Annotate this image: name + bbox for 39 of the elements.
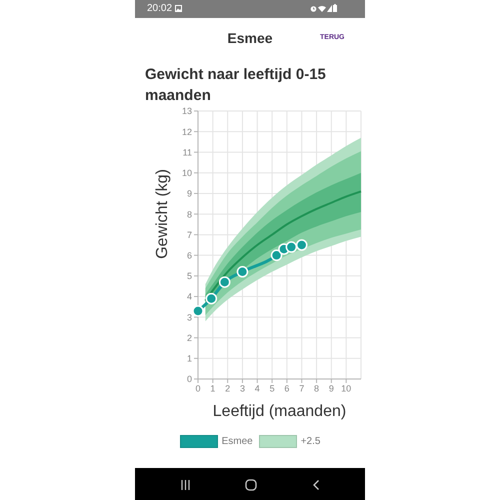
y-tick-label: 6 bbox=[186, 250, 192, 261]
y-tick-label: 5 bbox=[186, 271, 192, 282]
y-tick-label: 8 bbox=[186, 209, 192, 220]
x-axis-title: Leeftijd (maanden) bbox=[212, 403, 348, 421]
y-tick-label: 7 bbox=[186, 230, 192, 240]
text: 20:02 bbox=[147, 3, 172, 15]
legend-label: +2.5 bbox=[300, 436, 320, 448]
chart-title: Gewicht naar leeftijd 0-15 maanden bbox=[145, 65, 327, 106]
point bbox=[286, 241, 298, 253]
point bbox=[296, 239, 308, 251]
y-tick-label: 9 bbox=[186, 188, 192, 199]
point bbox=[206, 292, 218, 304]
x-tick-label: 3 bbox=[240, 383, 245, 394]
y-tick-label: 4 bbox=[186, 292, 192, 302]
x-tick-label: 2 bbox=[225, 383, 230, 394]
x-tick-label: 5 bbox=[270, 383, 275, 394]
x-tick-label: 9 bbox=[328, 383, 334, 394]
y-tick-label: 1 bbox=[186, 354, 192, 364]
point bbox=[236, 266, 248, 278]
text: Esmee bbox=[227, 30, 273, 46]
y-tick-label: 10 bbox=[182, 168, 192, 178]
y-tick-label: 2 bbox=[186, 332, 192, 343]
x-tick-label: 0 bbox=[195, 383, 201, 394]
y-tick-label: 12 bbox=[182, 126, 192, 137]
x-tick-label: 8 bbox=[314, 383, 320, 394]
x-tick-label: 6 bbox=[284, 383, 290, 394]
x-tick-label: 7 bbox=[299, 383, 304, 394]
y-tick-label: 0 bbox=[186, 374, 192, 384]
x-tick-label: 4 bbox=[254, 383, 260, 394]
y-tick-label: 11 bbox=[182, 147, 192, 158]
y-tick-label: 13 bbox=[182, 106, 192, 116]
y-axis-title: Gewicht (kg) bbox=[154, 169, 172, 259]
point bbox=[218, 276, 230, 288]
point bbox=[270, 250, 282, 262]
legend-label: Esmee bbox=[222, 436, 253, 448]
point bbox=[192, 305, 204, 317]
y-tick-label: 3 bbox=[186, 312, 192, 322]
x-tick-label: 10 bbox=[341, 383, 352, 394]
x-tick-label: 1 bbox=[210, 383, 216, 394]
